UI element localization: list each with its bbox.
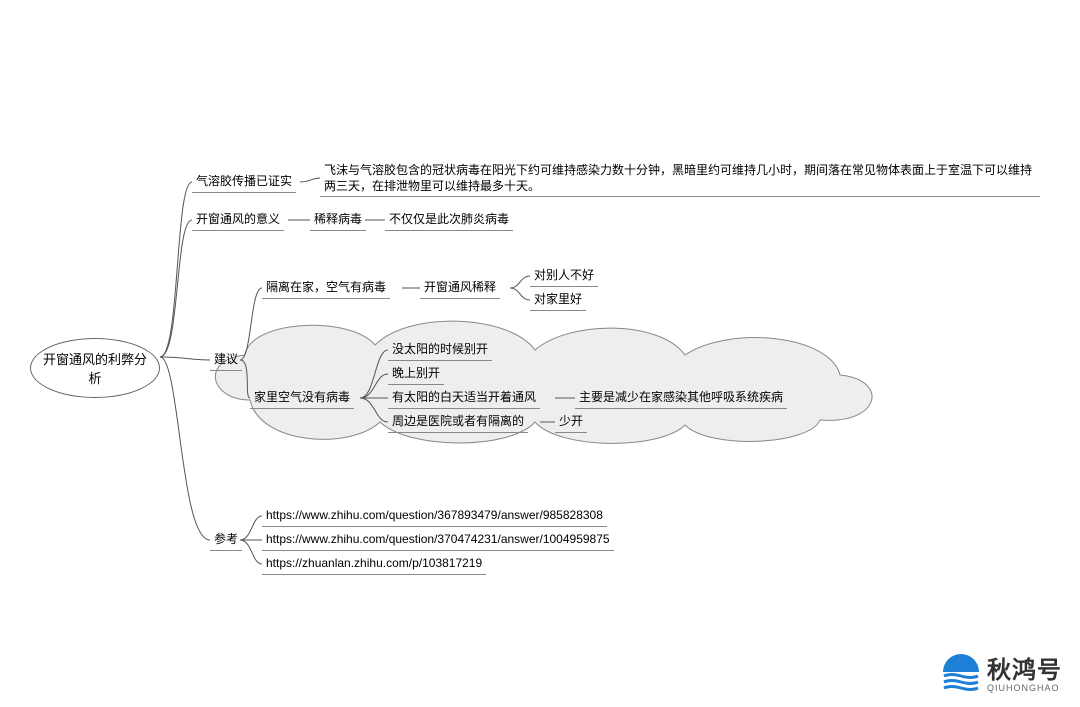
node-dilute: 稀释病毒 <box>310 210 366 231</box>
node-open-less: 少开 <box>555 412 587 433</box>
node-meaning: 开窗通风的意义 <box>192 210 284 231</box>
node-no-virus: 家里空气没有病毒 <box>250 388 354 409</box>
node-reference: 参考 <box>210 530 242 551</box>
node-bad-for-others: 对别人不好 <box>530 266 598 287</box>
root-node: 开窗通风的利弊分析 <box>30 338 160 398</box>
node-no-sun: 没太阳的时候别开 <box>388 340 492 361</box>
node-isolate: 隔离在家，空气有病毒 <box>262 278 390 299</box>
cloud-shape <box>190 310 890 450</box>
node-advice: 建议 <box>210 350 242 371</box>
reference-link-0[interactable]: https://www.zhihu.com/question/367893479… <box>262 506 607 527</box>
connectors <box>0 0 1080 707</box>
node-aerosol: 气溶胶传播已证实 <box>192 172 296 193</box>
reference-link-2[interactable]: https://zhuanlan.zhihu.com/p/103817219 <box>262 554 486 575</box>
node-sun-day: 有太阳的白天适当开着通风 <box>388 388 540 409</box>
node-aerosol-detail: 飞沫与气溶胶包含的冠状病毒在阳光下约可维持感染力数十分钟，黑暗里约可维持几小时，… <box>320 161 1040 197</box>
watermark-logo: 秋鸿号 QIUHONGHAO <box>941 650 1062 693</box>
logo-text-cn: 秋鸿号 <box>987 650 1062 685</box>
node-near-hospital: 周边是医院或者有隔离的 <box>388 412 528 433</box>
wave-icon <box>941 652 981 692</box>
node-open-dilute: 开窗通风稀释 <box>420 278 500 299</box>
reference-link-1[interactable]: https://www.zhihu.com/question/370474231… <box>262 530 614 551</box>
node-dilute-detail: 不仅仅是此次肺炎病毒 <box>385 210 513 231</box>
root-label: 开窗通风的利弊分析 <box>43 352 147 386</box>
node-good-for-home: 对家里好 <box>530 290 586 311</box>
node-reduce-infection: 主要是减少在家感染其他呼吸系统疾病 <box>575 388 787 409</box>
logo-text-en: QIUHONGHAO <box>987 683 1060 693</box>
node-night: 晚上别开 <box>388 364 444 385</box>
